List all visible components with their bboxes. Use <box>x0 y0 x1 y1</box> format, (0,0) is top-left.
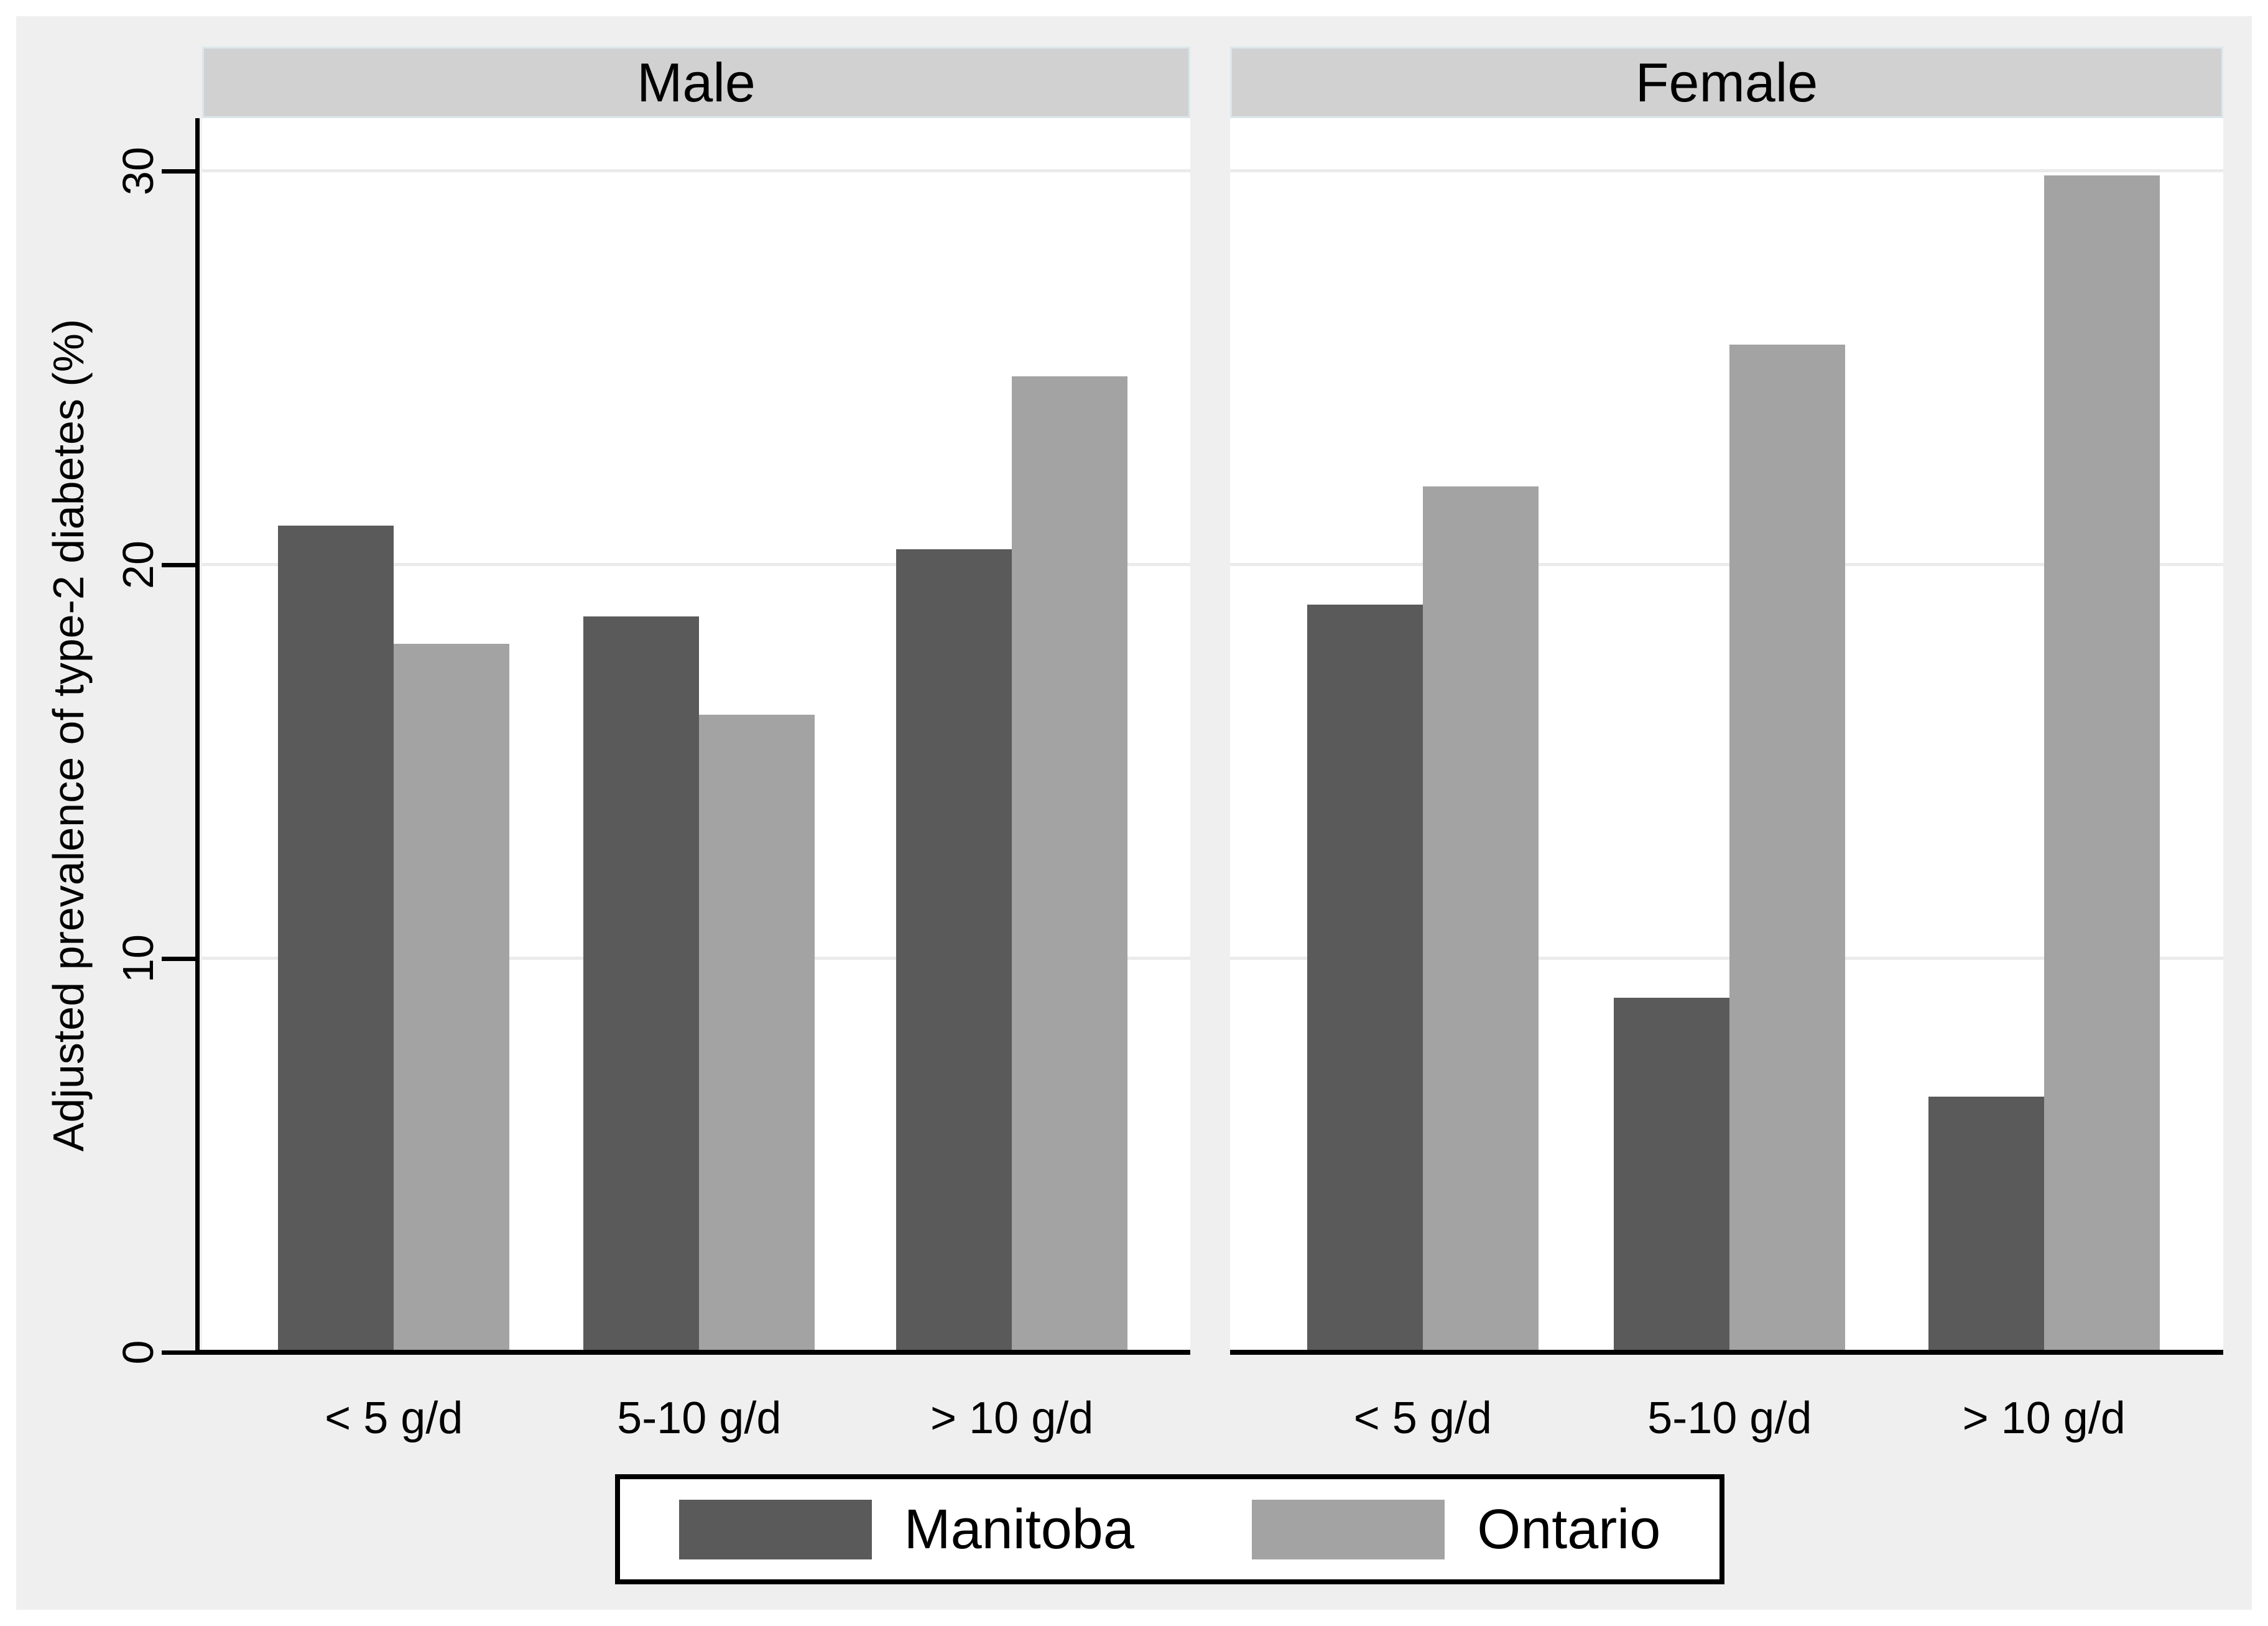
legend-item-ontario: Ontario <box>1252 1498 1661 1561</box>
y-tick-label-30: 30 <box>114 147 162 196</box>
x-category-label: 5-10 g/d <box>617 1393 782 1443</box>
panel-header-male: Male <box>202 47 1190 118</box>
x-category-label: 5-10 g/d <box>1647 1393 1812 1443</box>
bar-female-5gd-manitoba <box>1307 604 1423 1352</box>
y-tick-label-20: 20 <box>114 541 162 590</box>
bar-male-510gd-ontario <box>699 714 815 1352</box>
y-axis-title: Adjusted prevalence of type-2 diabetes (… <box>44 318 93 1152</box>
y-tick-label-10: 10 <box>114 934 162 983</box>
bar-male-510gd-manitoba <box>583 616 700 1352</box>
bar-female-510gd-manitoba <box>1614 998 1730 1352</box>
x-axis-line-male <box>195 1350 1190 1355</box>
y-tick-10 <box>162 957 195 962</box>
bar-male-5gd-manitoba <box>278 526 394 1352</box>
x-category-label: > 10 g/d <box>930 1393 1094 1443</box>
x-axis-labels-male: < 5 g/d 5-10 g/d > 10 g/d <box>202 1385 1190 1453</box>
bar-male-10gd-manitoba <box>896 549 1012 1352</box>
y-tick-0 <box>162 1350 195 1355</box>
graph-region: Adjusted prevalence of type-2 diabetes (… <box>16 16 2252 1610</box>
y-tick-30 <box>162 169 195 174</box>
x-axis-line-female <box>1230 1350 2223 1355</box>
bar-female-10gd-manitoba <box>1928 1096 2044 1352</box>
x-category-label: < 5 g/d <box>325 1393 463 1443</box>
legend-label-manitoba: Manitoba <box>904 1498 1134 1561</box>
bar-female-5gd-ontario <box>1422 486 1539 1352</box>
legend-item-manitoba: Manitoba <box>678 1498 1134 1561</box>
bar-female-510gd-ontario <box>1729 344 1846 1352</box>
legend-swatch-manitoba <box>678 1499 872 1559</box>
y-axis-line <box>195 118 200 1355</box>
x-category-label: > 10 g/d <box>1962 1393 2126 1443</box>
bar-female-10gd-ontario <box>2044 175 2160 1352</box>
y-tick-20 <box>162 563 195 568</box>
gridline-30 <box>202 169 1190 173</box>
bar-male-10gd-ontario <box>1012 376 1128 1352</box>
plot-area-female <box>1230 118 2223 1352</box>
legend: Manitoba Ontario <box>615 1474 1724 1584</box>
gridline-30 <box>1230 169 2223 173</box>
panel-female: Female < 5 g/d 5-10 g/d > 10 g/d <box>1230 16 2223 1610</box>
gridline-10 <box>1230 957 2223 960</box>
legend-swatch-ontario <box>1252 1499 1445 1559</box>
panel-header-female: Female <box>1230 47 2223 118</box>
x-category-label: < 5 g/d <box>1353 1393 1492 1443</box>
plot-area-male <box>202 118 1190 1352</box>
y-tick-label-0: 0 <box>114 1340 162 1365</box>
panel-male: Male < 5 g/d 5-10 g/d > 10 g/d <box>195 16 1190 1610</box>
gridline-20 <box>1230 563 2223 567</box>
legend-label-ontario: Ontario <box>1477 1498 1661 1561</box>
gridline-20 <box>202 563 1190 567</box>
bar-male-5gd-ontario <box>394 643 510 1352</box>
x-axis-labels-female: < 5 g/d 5-10 g/d > 10 g/d <box>1230 1385 2223 1453</box>
